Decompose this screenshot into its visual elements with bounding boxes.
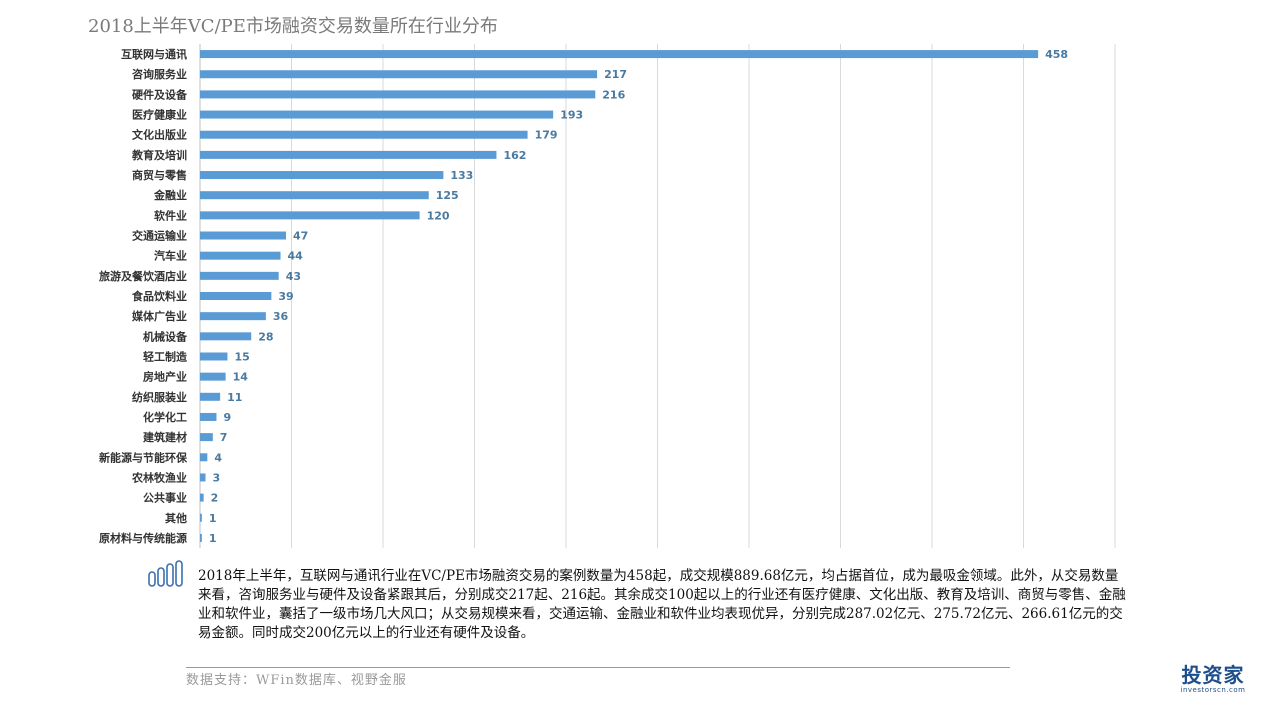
- bar: [200, 191, 429, 200]
- bar: [200, 372, 226, 381]
- value-label: 125: [436, 189, 459, 202]
- category-label: 新能源与节能环保: [99, 450, 188, 464]
- description-text: 2018年上半年，互联网与通讯行业在VC/PE市场融资交易的案例数量为458起，…: [198, 568, 1126, 641]
- bar: [200, 50, 1039, 59]
- value-label: 458: [1045, 48, 1068, 61]
- category-label: 旅游及餐饮酒店业: [99, 269, 187, 283]
- category-label: 咨询服务业: [132, 67, 187, 81]
- bar: [200, 332, 252, 341]
- bar: [200, 433, 213, 442]
- bar: [200, 271, 279, 280]
- value-label: 9: [223, 411, 231, 424]
- category-label: 互联网与通讯: [121, 47, 187, 61]
- bar: [200, 90, 596, 99]
- category-label: 金融业: [153, 188, 187, 202]
- bar: [200, 150, 497, 159]
- logo-main-text: 投资家: [1181, 663, 1245, 687]
- value-label: 179: [535, 129, 558, 142]
- category-label: 交通运输业: [132, 229, 187, 243]
- data-source: 数据支持：WFin数据库、视野金服: [186, 673, 407, 688]
- category-label: 纺织服装业: [132, 390, 187, 404]
- category-label: 硬件及设备: [132, 87, 188, 101]
- bar: [200, 211, 420, 220]
- value-label: 133: [450, 169, 473, 182]
- value-label: 28: [258, 330, 273, 343]
- category-label: 其他: [165, 511, 187, 525]
- category-label: 软件业: [154, 208, 187, 222]
- category-label: 媒体广告业: [131, 309, 187, 323]
- bar: [200, 392, 221, 401]
- bar: [200, 473, 206, 482]
- bar: [200, 110, 554, 119]
- page-title: 2018上半年VC/PE市场融资交易数量所在行业分布: [88, 16, 498, 37]
- category-label: 原材料与传统能源: [99, 531, 187, 545]
- bar: [200, 292, 272, 300]
- bar-chart-icon: [148, 560, 183, 587]
- value-label: 11: [227, 391, 242, 404]
- value-label: 193: [560, 109, 583, 122]
- category-label: 文化出版业: [132, 128, 187, 142]
- category-label: 机械设备: [143, 329, 188, 343]
- category-label: 汽车业: [154, 249, 187, 263]
- value-label: 44: [288, 250, 304, 263]
- category-label: 公共事业: [143, 491, 187, 505]
- value-label: 120: [427, 209, 450, 222]
- brand-logo: 投资家 investorscn.com: [1170, 664, 1256, 694]
- value-label: 43: [286, 270, 301, 283]
- bar: [200, 493, 204, 502]
- value-label: 15: [234, 350, 249, 363]
- logo-sub-text: investorscn.com: [1180, 686, 1246, 694]
- bar: [200, 70, 598, 79]
- value-label: 1: [209, 512, 217, 525]
- value-label: 39: [278, 290, 293, 303]
- bar: [200, 171, 444, 180]
- category-label: 食品饮料业: [132, 289, 187, 303]
- category-label: 房地产业: [143, 370, 187, 384]
- value-label: 47: [293, 230, 308, 243]
- category-label: 建筑建材: [143, 430, 187, 444]
- value-label: 4: [214, 451, 222, 464]
- value-label: 3: [212, 471, 220, 484]
- value-label: 7: [220, 431, 228, 444]
- value-label: 217: [604, 68, 627, 81]
- bar: [200, 453, 208, 462]
- value-label: 162: [503, 149, 526, 162]
- bar: [200, 251, 281, 260]
- value-label: 2: [211, 492, 219, 505]
- category-label: 农林牧渔业: [131, 470, 187, 484]
- bar: [200, 412, 217, 421]
- bar: [200, 352, 228, 361]
- value-label: 14: [233, 371, 249, 384]
- category-label: 化学化工: [143, 410, 187, 424]
- value-label: 36: [273, 310, 289, 323]
- bar: [200, 312, 266, 321]
- bar: [200, 513, 202, 522]
- bar: [200, 130, 528, 139]
- value-label: 1: [209, 532, 217, 545]
- category-label: 教育及培训: [131, 148, 187, 162]
- category-label: 商贸与零售: [132, 168, 187, 182]
- category-label: 轻工制造: [143, 349, 188, 363]
- bar: [200, 231, 287, 240]
- bar: [200, 533, 202, 542]
- value-label: 216: [602, 88, 625, 101]
- divider: [186, 667, 1010, 668]
- category-label: 医疗健康业: [132, 108, 187, 122]
